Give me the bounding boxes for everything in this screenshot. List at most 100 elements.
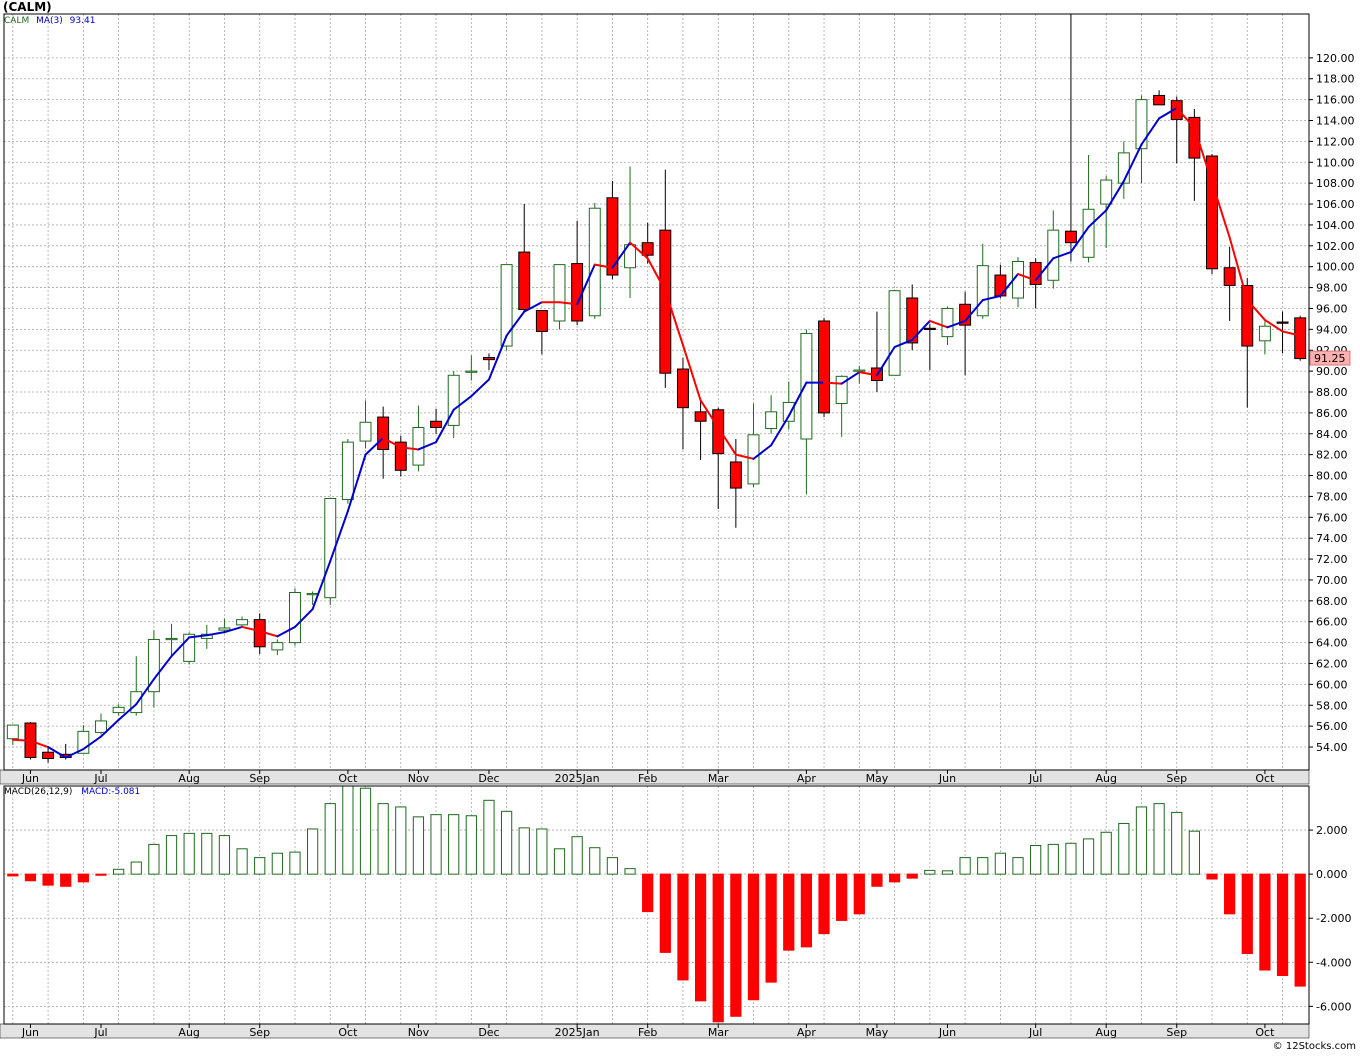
candle-up: [782, 401, 795, 422]
ma-line-segment: [505, 310, 526, 337]
macd-bar-positive: [1100, 831, 1112, 875]
macd-bar-negative: [836, 873, 848, 921]
ma-line-segment: [329, 510, 349, 563]
macd-bar-negative: [77, 873, 89, 883]
month-label: Sep: [1166, 772, 1187, 785]
macd-bar-positive: [589, 847, 601, 875]
macd-bar-positive: [307, 828, 319, 875]
candle-down: [923, 327, 936, 331]
month-label: Aug: [178, 772, 199, 785]
candle-down: [712, 409, 725, 455]
ma-line-segment: [875, 346, 896, 377]
macd-bar-negative: [906, 873, 918, 879]
macd-panel-border: [3, 785, 1310, 1025]
macd-bar-positive: [1030, 845, 1042, 875]
candle-down: [694, 411, 707, 422]
candle-down: [1153, 94, 1166, 106]
ma-line-segment: [1211, 181, 1231, 239]
macd-bar-positive: [1153, 803, 1165, 875]
macd-bar-negative: [747, 873, 760, 1001]
ma-line-segment: [1052, 251, 1072, 260]
macd-bar-positive: [941, 870, 954, 875]
macd-bar-negative: [677, 873, 689, 981]
month-label: Oct: [1255, 1026, 1275, 1039]
macd-panel: [3, 785, 1310, 1025]
price-tick-label: 88.00: [1316, 386, 1348, 399]
candle-down: [42, 751, 55, 760]
macd-bar-negative: [730, 873, 742, 1017]
macd-bar-positive: [553, 848, 566, 875]
macd-bar-negative: [42, 873, 54, 886]
macd-bar-positive: [236, 848, 248, 875]
candle-up: [1135, 99, 1148, 150]
macd-bar-negative: [24, 873, 37, 882]
candle-up: [147, 638, 160, 693]
ma-line-segment: [576, 263, 596, 306]
price-tick-label: 70.00: [1316, 574, 1348, 587]
macd-bar-positive: [1012, 857, 1024, 875]
ma-line-segment: [399, 446, 420, 451]
month-label: Apr: [797, 1026, 817, 1039]
candle-up: [765, 411, 778, 430]
ma-line-segment: [752, 444, 773, 460]
macd-legend: MACD(26,12,9) MACD:-5.081: [4, 787, 140, 797]
month-label: 2025Jan: [555, 772, 600, 785]
ma-line-segment: [981, 294, 1002, 302]
macd-bar-negative: [871, 873, 883, 887]
candle-down: [818, 320, 831, 414]
ma-line-segment: [1034, 257, 1055, 282]
candle-up: [218, 627, 231, 631]
macd-bar-positive: [201, 832, 213, 875]
macd-value: MACD:-5.081: [81, 787, 141, 797]
macd-tick-label: 0.000: [1316, 868, 1348, 881]
chart-title: (CALM): [3, 0, 52, 14]
price-tick-label: 112.00: [1316, 135, 1355, 148]
macd-bar-positive: [500, 810, 513, 875]
macd-bar-positive: [518, 827, 530, 875]
month-label: Aug: [1095, 772, 1116, 785]
ma-line-segment: [487, 334, 508, 381]
candle-up: [306, 593, 319, 596]
macd-bar-negative: [712, 873, 724, 1023]
month-label: Oct: [1255, 772, 1275, 785]
candle-up: [183, 633, 196, 662]
macd-bar-positive: [130, 861, 142, 875]
candle-down: [1276, 321, 1289, 324]
candle-up: [500, 264, 513, 347]
macd-bar-positive: [342, 785, 354, 875]
candle-up: [1258, 325, 1271, 342]
ma-line-segment: [911, 319, 931, 341]
candle-up: [853, 369, 866, 372]
candle-up: [412, 427, 425, 466]
candle-down: [571, 263, 584, 322]
macd-bar-positive: [624, 868, 636, 875]
ma-line-segment: [1193, 126, 1214, 184]
candle-down: [1188, 116, 1201, 159]
ma-line-segment: [1087, 209, 1108, 229]
month-label: Apr: [797, 772, 817, 785]
month-label: Jun: [21, 1026, 39, 1039]
month-label: Dec: [478, 772, 499, 785]
candle-down: [676, 368, 689, 409]
month-label: Nov: [408, 772, 430, 785]
ma-line-segment: [258, 630, 279, 638]
ma-line-segment: [629, 241, 649, 260]
macd-bar-positive: [994, 852, 1006, 875]
price-tick-label: 110.00: [1316, 156, 1355, 169]
month-label: Nov: [408, 1026, 430, 1039]
price-tick-label: 108.00: [1316, 177, 1355, 190]
ma-line-segment: [223, 625, 244, 634]
price-tick-label: 54.00: [1316, 741, 1348, 754]
macd-bar-negative: [1294, 873, 1306, 987]
ma-line-segment: [346, 453, 367, 513]
candle-down: [394, 441, 407, 471]
ma-line-segment: [699, 399, 720, 429]
candle-up: [359, 421, 372, 442]
macd-bar-positive: [977, 857, 989, 875]
macd-bar-positive: [483, 799, 495, 875]
ma-line-segment: [82, 735, 102, 751]
macd-bar-positive: [430, 814, 442, 875]
month-label: Feb: [638, 772, 657, 785]
copyright-text: © 12Stocks.com: [1272, 1041, 1356, 1052]
candle-down: [518, 251, 531, 311]
